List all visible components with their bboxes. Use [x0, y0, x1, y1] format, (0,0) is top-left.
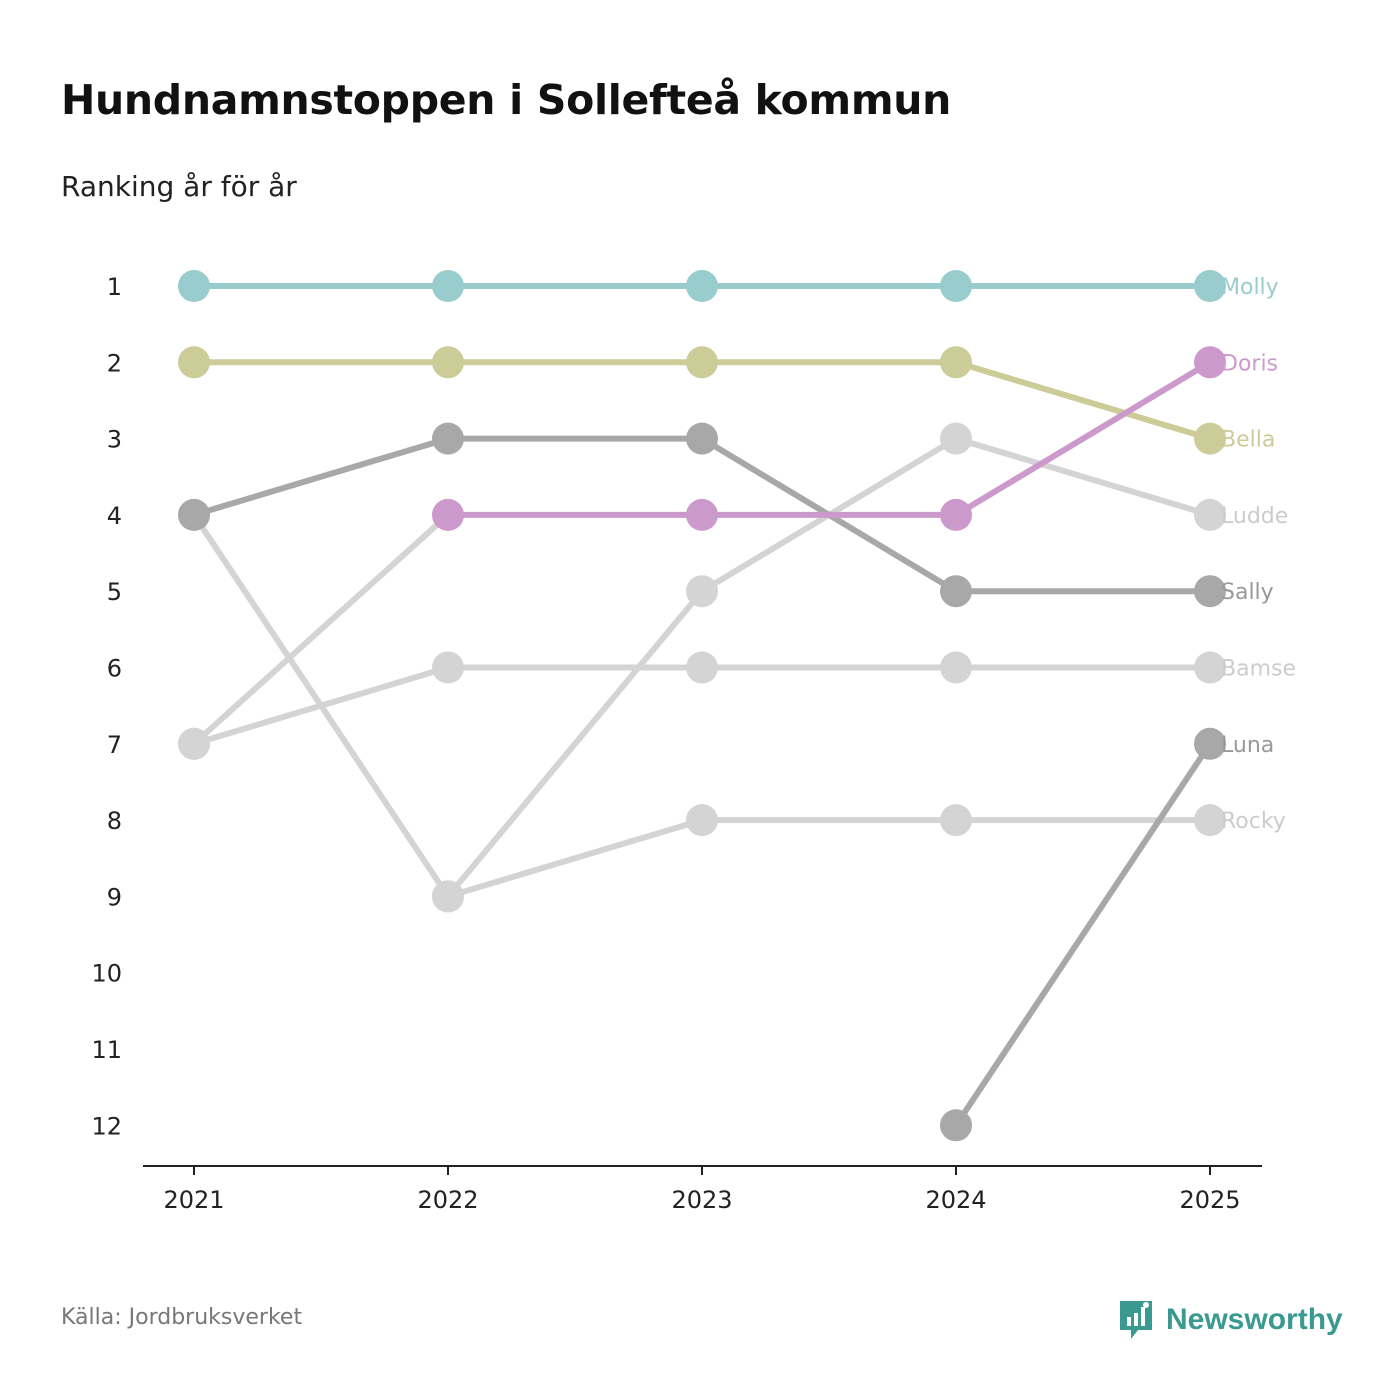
series-point-rocky — [686, 804, 718, 837]
series-sally — [178, 422, 1226, 608]
series-doris — [432, 346, 1226, 531]
brand-logo: Newsworthy — [1118, 1298, 1343, 1342]
end-label-bella: Bella — [1221, 428, 1275, 453]
series-point-bella — [940, 346, 972, 379]
series-bella — [178, 346, 1226, 455]
x-tick-label: 2023 — [671, 1186, 732, 1214]
y-tick-label: 5 — [107, 578, 122, 606]
series-point-molly — [432, 270, 464, 302]
series-point-bella — [432, 346, 464, 379]
series-point-bamse — [686, 651, 718, 684]
series-layer — [178, 270, 1226, 1142]
series-bamse — [178, 651, 1226, 760]
series-point-doris — [432, 498, 464, 531]
y-tick-label: 2 — [107, 349, 122, 377]
series-line-rocky — [445, 817, 1213, 900]
series-point-sally — [1194, 575, 1226, 608]
series-point-bamse — [1194, 651, 1226, 684]
series-point-doris — [1194, 346, 1226, 379]
series-point-rocky — [1194, 804, 1226, 837]
y-tick-label: 9 — [107, 883, 122, 911]
end-label-bamse: Bamse — [1221, 657, 1296, 682]
chart-subtitle: Ranking år för år — [61, 170, 297, 203]
series-point-bamse — [940, 651, 972, 684]
series-point-ludde2 — [178, 727, 210, 760]
end-label-rocky: Rocky — [1221, 809, 1286, 834]
x-tick-label: 2025 — [1179, 1186, 1240, 1214]
series-molly — [178, 270, 1226, 302]
end-label-luna: Luna — [1221, 733, 1274, 758]
series-point-ludde — [432, 880, 464, 913]
end-label-sally: Sally — [1221, 580, 1274, 605]
series-point-molly — [686, 270, 718, 302]
y-tick-label: 1 — [107, 273, 122, 301]
series-point-molly — [1194, 270, 1226, 302]
y-tick-label: 8 — [107, 807, 122, 835]
source-note: Källa: Jordbruksverket — [61, 1305, 303, 1330]
x-tick-label: 2022 — [417, 1186, 478, 1214]
y-tick-label: 7 — [107, 731, 122, 759]
series-line-ludde2 — [191, 511, 451, 747]
series-point-bella — [178, 346, 210, 379]
series-point-sally — [940, 575, 972, 608]
y-tick-label: 12 — [91, 1112, 122, 1140]
series-point-luna — [1194, 727, 1226, 760]
series-point-doris — [940, 498, 972, 531]
brand-name: Newsworthy — [1166, 1303, 1343, 1336]
series-point-doris — [686, 498, 718, 531]
series-line-luna — [953, 740, 1213, 1129]
end-label-molly: Molly — [1221, 275, 1279, 300]
series-point-bamse — [432, 651, 464, 684]
series-point-bella — [1194, 422, 1226, 455]
series-point-sally — [178, 498, 210, 531]
series-point-luna — [940, 1109, 972, 1142]
end-label-doris: Doris — [1221, 351, 1278, 376]
chart-title: Hundnamnstoppen i Sollefteå kommun — [61, 76, 952, 124]
series-point-ludde — [940, 422, 972, 455]
y-tick-label: 3 — [107, 426, 122, 454]
series-luna — [940, 727, 1226, 1142]
x-tick-label: 2021 — [163, 1186, 224, 1214]
y-tick-label: 6 — [107, 655, 122, 683]
x-axis: 2021 2022 2023 2024 2025 — [143, 1165, 1262, 1214]
series-point-ludde — [1194, 498, 1226, 531]
series-point-ludde — [686, 575, 718, 608]
y-tick-label: 11 — [91, 1036, 122, 1064]
series-point-rocky — [940, 804, 972, 837]
series-point-sally — [686, 422, 718, 455]
y-tick-label: 10 — [91, 960, 122, 988]
series-point-molly — [940, 270, 972, 302]
y-tick-label: 4 — [107, 502, 122, 530]
series-point-bella — [686, 346, 718, 379]
end-labels: Molly Doris Bella Ludde Sally Bamse Luna Rocky — [1221, 275, 1296, 834]
series-ludde2 — [178, 498, 464, 760]
newsworthy-logo-icon — [1120, 1301, 1152, 1339]
x-tick-label: 2024 — [925, 1186, 986, 1214]
end-label-ludde: Ludde — [1221, 504, 1288, 529]
series-line-doris — [445, 359, 1213, 518]
series-point-molly — [178, 270, 210, 302]
series-point-sally — [432, 422, 464, 455]
